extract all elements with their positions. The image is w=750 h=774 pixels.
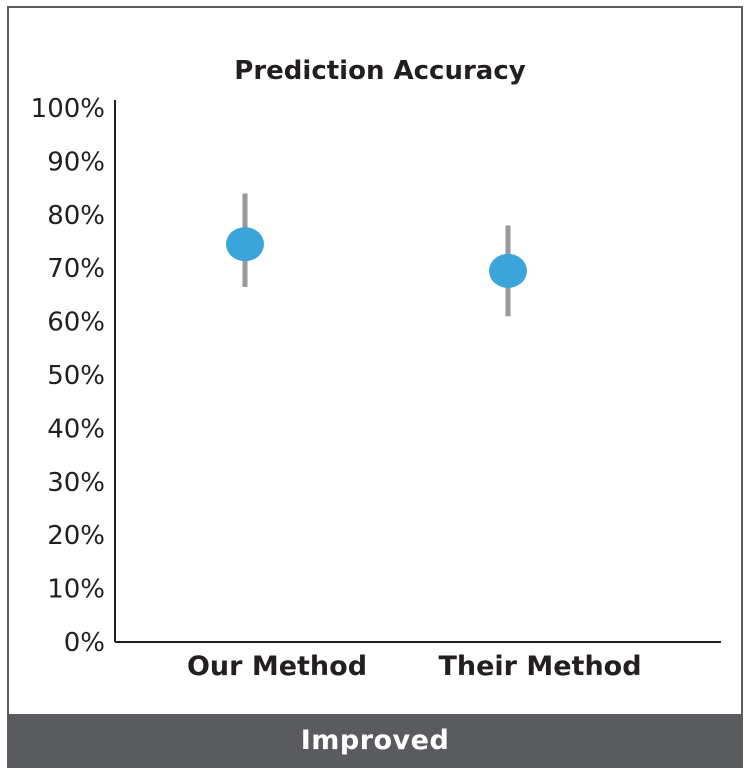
y-tick-label: 80%: [47, 201, 105, 231]
y-tick-label: 20%: [47, 521, 105, 551]
chart-marks: [226, 193, 527, 317]
y-tick-label: 30%: [47, 468, 105, 498]
y-tick-label: 60%: [47, 308, 105, 338]
chart-frame: Prediction Accuracy 0% 10% 20% 30% 40% 50% 60%…: [7, 6, 743, 768]
footer-banner: Improved: [9, 714, 741, 766]
y-tick-label: 10%: [47, 575, 105, 605]
y-tick-label: 40%: [47, 414, 105, 444]
x-tick-label: Their Method: [438, 651, 641, 682]
x-tick-label: Our Method: [187, 651, 367, 682]
y-tick-label: 90%: [47, 147, 105, 177]
y-tick-label: 100%: [31, 94, 105, 124]
y-axis-ticks: 0% 10% 20% 30% 40% 50% 60% 70% 80% 90% 100%: [31, 94, 105, 658]
data-point: [489, 253, 527, 288]
y-tick-label: 50%: [47, 361, 105, 391]
chart: Prediction Accuracy 0% 10% 20% 30% 40% 50% 60%…: [31, 56, 721, 682]
footer-label: Improved: [300, 724, 450, 756]
chart-axes: [114, 100, 721, 643]
data-point: [226, 227, 264, 262]
chart-title: Prediction Accuracy: [234, 56, 525, 86]
x-axis-ticks: Our Method Their Method: [187, 651, 642, 682]
y-tick-label: 70%: [47, 254, 105, 284]
y-tick-label: 0%: [64, 628, 105, 658]
